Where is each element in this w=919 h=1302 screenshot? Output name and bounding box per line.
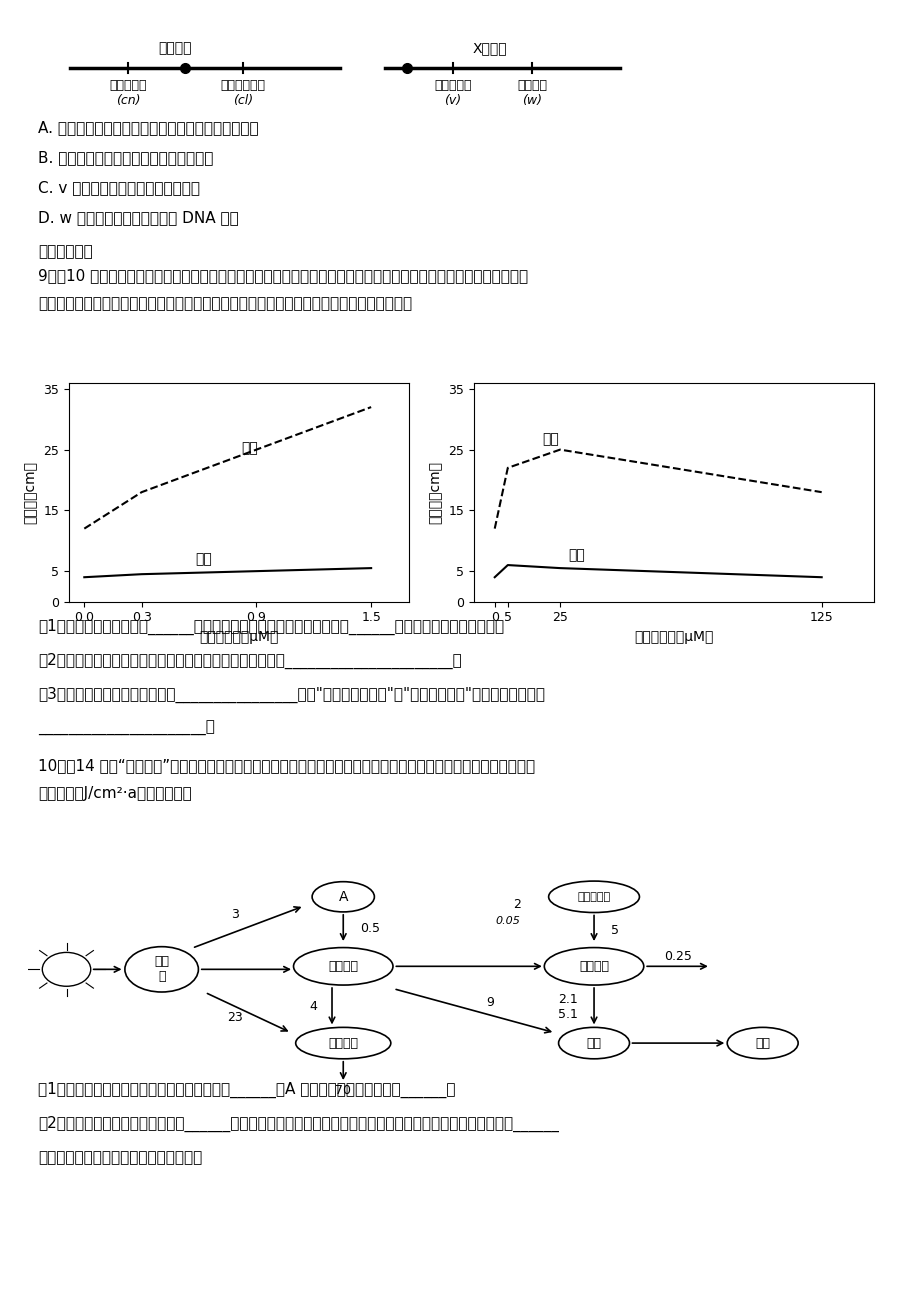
Text: 5.1: 5.1: [558, 1008, 577, 1021]
Text: 有机物输入: 有机物输入: [577, 892, 610, 902]
Text: 2: 2: [512, 897, 520, 910]
X-axis label: 生长素浓度（μM）: 生长素浓度（μM）: [633, 630, 713, 643]
Y-axis label: 茎长度（cm）: 茎长度（cm）: [24, 461, 38, 523]
Text: 变体属于哪种类型，研究者用赤霉素和生长素溶液进行了相关实验，结果如图所示，请分析：: 变体属于哪种类型，研究者用赤霉素和生长素溶液进行了相关实验，结果如图所示，请分析…: [38, 296, 412, 311]
Text: 生产
者: 生产 者: [154, 956, 169, 983]
Text: 矮生: 矮生: [195, 552, 211, 566]
Text: (w): (w): [521, 94, 541, 107]
Text: 朱红眼基因: 朱红眼基因: [109, 79, 147, 92]
Text: （用百分数表示，小数点后保留一位）。: （用百分数表示，小数点后保留一位）。: [38, 1150, 202, 1165]
Text: A. 果蝇的眼色受多对基因控制且都遵循自由组合定律: A. 果蝇的眼色受多对基因控制且都遵循自由组合定律: [38, 120, 258, 135]
Text: (cn): (cn): [116, 94, 140, 107]
Text: B. 四种基因在果蝇的体细胞中均成对存在: B. 四种基因在果蝇的体细胞中均成对存在: [38, 150, 213, 165]
Text: （1）生长素的化学本质是______（中文名称），在幼苗中，生长素可由______经过一系列反应转变而来。: （1）生长素的化学本质是______（中文名称），在幼苗中，生长素可由_____…: [38, 618, 504, 635]
Text: 肉食动物: 肉食动物: [578, 960, 608, 973]
Text: （1）生态系统的结构包括生态系统的组成分和______。A 代表生态系统组成分中的______。: （1）生态系统的结构包括生态系统的组成分和______。A 代表生态系统组成分中…: [38, 1082, 455, 1098]
Text: (cl): (cl): [233, 94, 253, 107]
Text: 贮存: 贮存: [586, 1036, 601, 1049]
Text: 植食动物: 植食动物: [328, 960, 357, 973]
Text: 常染色体: 常染色体: [158, 40, 191, 55]
Text: 辰砂眼基因: 辰砂眼基因: [434, 79, 471, 92]
Text: 白眼基因: 白眼基因: [516, 79, 547, 92]
Text: （3）据图推测该矮生南瓜应该是________________（填"激素合成缺陷型"、"激素不敏感型"）突变体，理由是: （3）据图推测该矮生南瓜应该是________________（填"激素合成缺陷…: [38, 687, 544, 703]
Text: （2）输入该生态系统的总能量包括______和输入有机物中的化学能。第二营养级到第三营养级的能量传递效率为______: （2）输入该生态系统的总能量包括______和输入有机物中的化学能。第二营养级到…: [38, 1116, 558, 1133]
Text: 3: 3: [231, 909, 239, 922]
Text: 2.1: 2.1: [558, 993, 577, 1006]
Text: 呼吸作用: 呼吸作用: [328, 1036, 357, 1049]
Text: 9．（10 分）某种南瓜矮生突变体可分为两类：激素合成缺陷型突变体和激素不敏感型突变体。为研究某种南瓜矮生突: 9．（10 分）某种南瓜矮生突变体可分为两类：激素合成缺陷型突变体和激素不敏感型…: [38, 268, 528, 283]
Text: 0.5: 0.5: [360, 922, 380, 935]
Text: 正常: 正常: [241, 441, 257, 456]
Text: C. v 基因的遗传不一定与性别相关联: C. v 基因的遗传不一定与性别相关联: [38, 180, 199, 195]
Text: （2）从上图可以看出，两组实验中都设置了清水组，作用是______________________。: （2）从上图可以看出，两组实验中都设置了清水组，作用是_____________…: [38, 654, 461, 669]
Text: (v): (v): [444, 94, 461, 107]
Text: 0.05: 0.05: [495, 917, 520, 926]
Text: D. w 基因是一段有遗传效应的 DNA 片段: D. w 基因是一段有遗传效应的 DNA 片段: [38, 210, 239, 225]
Text: 70: 70: [335, 1083, 351, 1096]
Text: 矮生: 矮生: [567, 548, 584, 562]
Text: 正常: 正常: [541, 432, 558, 447]
X-axis label: 赤霉素浓度（μM）: 赤霉素浓度（μM）: [199, 630, 278, 643]
Text: 5: 5: [611, 923, 618, 936]
Text: 4: 4: [309, 1000, 316, 1013]
Text: 10．（14 分）“桑基鱼塘”是珠江三角洲某地农业经营的主要特点之一，下图是某桑基鱼塘生态系统能量流动图解（能: 10．（14 分）“桑基鱼塘”是珠江三角洲某地农业经营的主要特点之一，下图是某桑…: [38, 758, 535, 773]
Text: A: A: [338, 889, 347, 904]
Text: X染色体: X染色体: [472, 40, 506, 55]
Text: 9: 9: [486, 996, 494, 1009]
Text: 量单位为：J/cm²·a）。请回答：: 量单位为：J/cm²·a）。请回答：: [38, 786, 191, 801]
Text: 输出: 输出: [754, 1036, 769, 1049]
Text: 23: 23: [227, 1012, 243, 1025]
Text: ______________________。: ______________________。: [38, 721, 215, 736]
Y-axis label: 茎长度（cm）: 茎长度（cm）: [428, 461, 442, 523]
Text: 0.25: 0.25: [664, 949, 691, 962]
Text: 暗栗色眼基因: 暗栗色眼基因: [221, 79, 266, 92]
Text: 二、非选择题: 二、非选择题: [38, 243, 93, 259]
